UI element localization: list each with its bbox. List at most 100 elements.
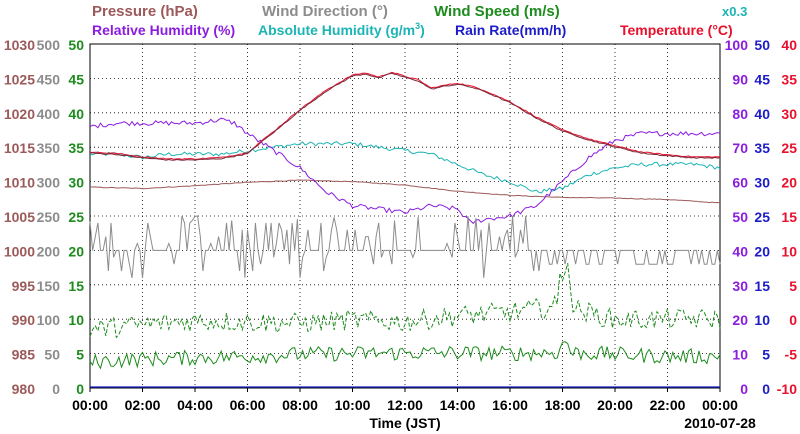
tick-temperature: -5 bbox=[785, 347, 798, 363]
tick-temperature: 25 bbox=[781, 140, 797, 156]
tick-pressure: 1020 bbox=[4, 106, 35, 122]
x-tick-label: 22:00 bbox=[650, 397, 686, 413]
legend-wind_speed: Wind Speed (m/s) bbox=[434, 3, 560, 20]
tick-wind-direction: 450 bbox=[37, 71, 61, 87]
tick-temperature: -10 bbox=[777, 381, 797, 397]
tick-pressure: 990 bbox=[12, 312, 36, 328]
tick-wind-direction: 350 bbox=[37, 140, 61, 156]
tick-temperature: 10 bbox=[781, 243, 797, 259]
x-tick-label: 08:00 bbox=[282, 397, 318, 413]
tick-wind-direction: 200 bbox=[37, 243, 61, 259]
tick-wind-direction: 400 bbox=[37, 106, 61, 122]
tick-humidity: 40 bbox=[732, 243, 748, 259]
series-pressure bbox=[89, 179, 721, 204]
tick-rain-rate: 0 bbox=[762, 381, 770, 397]
tick-pressure: 1000 bbox=[4, 243, 35, 259]
legend-absolute_humidity: Absolute Humidity (g/m3) bbox=[258, 21, 425, 38]
tick-pressure: 985 bbox=[12, 347, 36, 363]
tick-humidity: 60 bbox=[732, 175, 748, 191]
tick-rain-rate: 25 bbox=[754, 209, 770, 225]
tick-temperature: 0 bbox=[789, 312, 797, 328]
tick-wind-speed: 30 bbox=[68, 175, 84, 191]
tick-pressure: 1010 bbox=[4, 175, 35, 191]
tick-humidity: 30 bbox=[732, 278, 748, 294]
legend-relative_humidity: Relative Humidity (%) bbox=[92, 22, 235, 38]
tick-humidity: 0 bbox=[740, 381, 748, 397]
tick-temperature: 30 bbox=[781, 106, 797, 122]
tick-wind-speed: 20 bbox=[68, 243, 84, 259]
x-tick-label: 04:00 bbox=[177, 397, 213, 413]
tick-wind-direction: 300 bbox=[37, 175, 61, 191]
tick-humidity: 20 bbox=[732, 312, 748, 328]
tick-pressure: 1005 bbox=[4, 209, 35, 225]
legend-wind_direction: Wind Direction (°) bbox=[262, 3, 388, 20]
legend-rain_rate: Rain Rate(mm/h) bbox=[455, 22, 566, 38]
tick-rain-rate: 15 bbox=[754, 278, 770, 294]
x-tick-label: 06:00 bbox=[230, 397, 266, 413]
tick-wind-speed: 0 bbox=[76, 381, 84, 397]
tick-rain-rate: 50 bbox=[754, 37, 770, 53]
right-axes: 1009080706050403020100504540353025201510… bbox=[725, 37, 798, 397]
tick-pressure: 980 bbox=[12, 381, 36, 397]
left-axes: 1030102510201015101010051000995990985980… bbox=[4, 37, 84, 397]
tick-wind-speed: 50 bbox=[68, 37, 84, 53]
gridlines bbox=[90, 44, 720, 388]
legend-temperature: Temperature (°C) bbox=[620, 22, 733, 38]
legend: Pressure (hPa) Wind Direction (°) Wind Spe… bbox=[92, 3, 747, 38]
tick-humidity: 50 bbox=[732, 209, 748, 225]
legend-ah-scale-note: x0.3 bbox=[722, 4, 747, 19]
tick-pressure: 995 bbox=[12, 278, 36, 294]
x-tick-label: 12:00 bbox=[387, 397, 423, 413]
tick-wind-speed: 35 bbox=[68, 140, 84, 156]
tick-wind-direction: 100 bbox=[37, 312, 61, 328]
tick-temperature: 5 bbox=[789, 278, 797, 294]
x-tick-label: 20:00 bbox=[597, 397, 633, 413]
tick-wind-speed: 5 bbox=[76, 347, 84, 363]
tick-humidity: 90 bbox=[732, 71, 748, 87]
series-wind-direction bbox=[89, 215, 721, 278]
tick-wind-direction: 150 bbox=[37, 278, 61, 294]
tick-rain-rate: 5 bbox=[762, 347, 770, 363]
x-tick-label: 18:00 bbox=[545, 397, 581, 413]
x-tick-label: 02:00 bbox=[125, 397, 161, 413]
tick-rain-rate: 45 bbox=[754, 71, 770, 87]
tick-wind-speed: 10 bbox=[68, 312, 84, 328]
x-tick-label: 10:00 bbox=[335, 397, 371, 413]
tick-wind-direction: 250 bbox=[37, 209, 61, 225]
tick-rain-rate: 20 bbox=[754, 243, 770, 259]
tick-temperature: 35 bbox=[781, 71, 797, 87]
tick-humidity: 10 bbox=[732, 347, 748, 363]
tick-humidity: 70 bbox=[732, 140, 748, 156]
series-wind-speed-peak bbox=[89, 262, 721, 339]
x-axis-label: Time (JST) bbox=[369, 415, 440, 431]
x-tick-label: 00:00 bbox=[702, 397, 738, 413]
tick-pressure: 1030 bbox=[4, 37, 35, 53]
tick-wind-speed: 40 bbox=[68, 106, 84, 122]
tick-humidity: 80 bbox=[732, 106, 748, 122]
tick-temperature: 15 bbox=[781, 209, 797, 225]
tick-wind-speed: 45 bbox=[68, 71, 84, 87]
x-tick-label: 00:00 bbox=[72, 397, 108, 413]
series-temperature-alt bbox=[89, 72, 721, 161]
series-relative-humidity bbox=[89, 117, 721, 225]
tick-temperature: 20 bbox=[781, 175, 797, 191]
tick-rain-rate: 10 bbox=[754, 312, 770, 328]
series-absolute-humidity bbox=[89, 141, 721, 194]
x-tick-label: 16:00 bbox=[492, 397, 528, 413]
tick-wind-speed: 15 bbox=[68, 278, 84, 294]
x-axis: 00:00 02:00 04:00 06:00 08:00 10:00 12:00 14:00… bbox=[72, 388, 756, 431]
series-wind-speed bbox=[89, 341, 721, 370]
series-lines bbox=[89, 71, 721, 388]
tick-rain-rate: 40 bbox=[754, 106, 770, 122]
tick-humidity: 100 bbox=[725, 37, 749, 53]
tick-wind-direction: 500 bbox=[37, 37, 61, 53]
tick-temperature: 40 bbox=[781, 37, 797, 53]
tick-wind-speed: 25 bbox=[68, 209, 84, 225]
tick-rain-rate: 35 bbox=[754, 140, 770, 156]
legend-pressure: Pressure (hPa) bbox=[92, 3, 198, 20]
tick-wind-direction: 50 bbox=[44, 347, 60, 363]
tick-pressure: 1025 bbox=[4, 71, 35, 87]
x-tick-label: 14:00 bbox=[440, 397, 476, 413]
tick-wind-direction: 0 bbox=[52, 381, 60, 397]
